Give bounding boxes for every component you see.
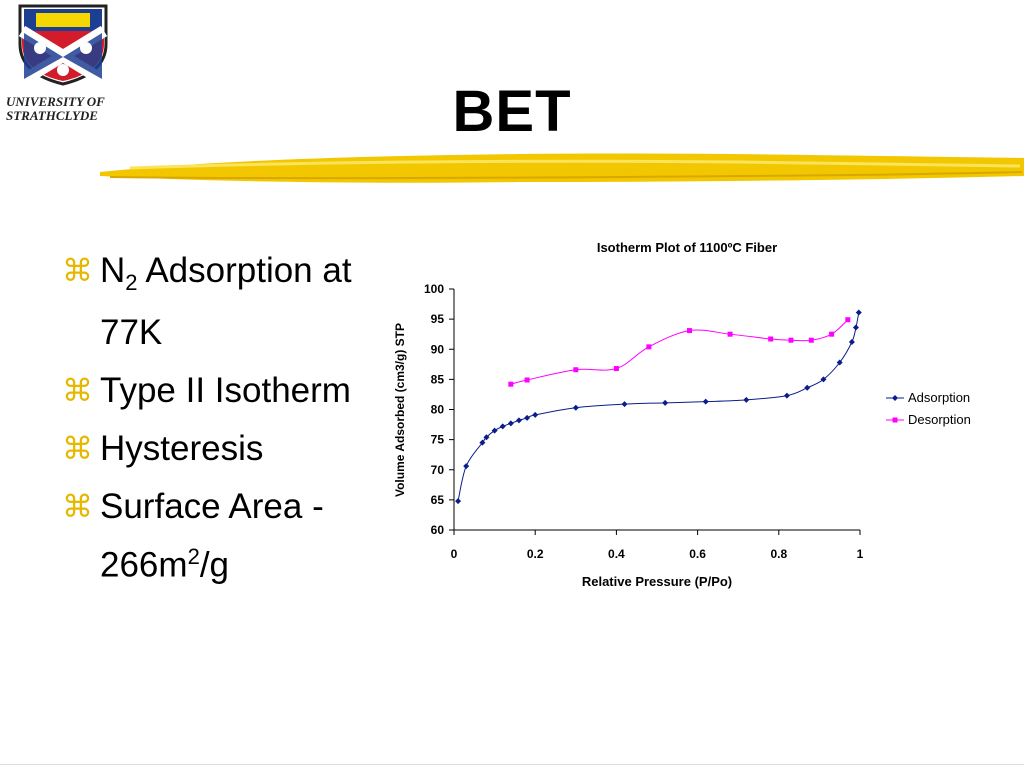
chart-axes: 60 65 70 75 80 85 90 95 100 0 0.2 0.4 0.6 0.8 1 bbox=[424, 282, 864, 561]
desorption-point bbox=[508, 381, 514, 387]
adsorption-point bbox=[532, 411, 539, 418]
adsorption-point bbox=[848, 339, 855, 346]
adsorption-point bbox=[455, 498, 462, 505]
adsorption-point bbox=[463, 463, 470, 470]
adsorption-point bbox=[621, 401, 628, 408]
legend-desorption-marker bbox=[892, 417, 898, 423]
adsorption-point bbox=[804, 384, 811, 391]
x-tick-label: 0.8 bbox=[770, 547, 787, 561]
adsorption-point bbox=[479, 439, 486, 446]
adsorption-point bbox=[836, 359, 843, 366]
desorption-point bbox=[686, 328, 692, 334]
chart-legend: Adsorption Desorption bbox=[886, 390, 971, 427]
desorption-point bbox=[845, 317, 851, 323]
bullet-item: ⌘ Hysteresis bbox=[62, 424, 362, 474]
adsorption-point bbox=[852, 324, 859, 331]
desorption-point bbox=[524, 377, 530, 383]
bullet-icon: ⌘ bbox=[62, 431, 93, 466]
adsorption-point bbox=[572, 404, 579, 411]
y-tick-label: 65 bbox=[431, 493, 445, 507]
adsorption-point bbox=[499, 423, 506, 430]
y-tick-label: 75 bbox=[431, 433, 445, 447]
desorption-point bbox=[573, 367, 579, 373]
y-tick-label: 95 bbox=[431, 312, 445, 326]
legend-desorption-label: Desorption bbox=[908, 412, 971, 427]
y-tick-label: 85 bbox=[431, 372, 445, 386]
legend-adsorption-label: Adsorption bbox=[908, 390, 970, 405]
logo-line1: UNIVERSITY OF bbox=[6, 94, 105, 109]
chart-title: Isotherm Plot of 1100ºC Fiber bbox=[597, 240, 777, 255]
adsorption-point bbox=[820, 376, 827, 383]
adsorption-line bbox=[457, 312, 860, 502]
x-axis-label: Relative Pressure (P/Po) bbox=[582, 574, 732, 589]
adsorption-point bbox=[524, 414, 531, 421]
logo-line2: STRATHCLYDE bbox=[6, 108, 98, 123]
y-tick-label: 60 bbox=[431, 523, 445, 537]
y-tick-label: 100 bbox=[424, 282, 444, 296]
desorption-point bbox=[613, 366, 619, 372]
legend-adsorption-marker bbox=[892, 395, 898, 401]
crest-icon bbox=[18, 4, 108, 87]
y-tick-label: 70 bbox=[431, 463, 445, 477]
university-logo: UNIVERSITY OF STRATHCLYDE bbox=[6, 4, 108, 123]
desorption-line bbox=[510, 319, 849, 385]
desorption-point bbox=[829, 331, 835, 337]
y-tick-label: 80 bbox=[431, 403, 445, 417]
bullet-item: ⌘ N2 Adsorption at 77K bbox=[62, 246, 362, 358]
y-axis-label: Volume Adsorbed (cm3/g) STP bbox=[393, 323, 407, 497]
chart-marks bbox=[455, 309, 862, 505]
adsorption-point bbox=[662, 399, 669, 406]
desorption-point bbox=[727, 331, 733, 337]
bullet-item: ⌘ Surface Area - 266m2/g bbox=[62, 482, 362, 591]
adsorption-point bbox=[783, 392, 790, 399]
desorption-point bbox=[646, 344, 652, 350]
adsorption-point bbox=[855, 309, 862, 316]
adsorption-point bbox=[743, 396, 750, 403]
isotherm-chart: Isotherm Plot of 1100ºC Fiber Relative P… bbox=[393, 240, 971, 589]
adsorption-point bbox=[483, 434, 490, 441]
x-tick-label: 0 bbox=[451, 547, 458, 561]
bullet-item: ⌘ Type II Isotherm bbox=[62, 366, 362, 416]
bullet-list: ⌘ N2 Adsorption at 77K ⌘ Type II Isotherm … bbox=[62, 246, 362, 599]
x-tick-label: 0.6 bbox=[689, 547, 706, 561]
desorption-point bbox=[788, 337, 794, 343]
adsorption-point bbox=[507, 420, 514, 427]
adsorption-point bbox=[702, 398, 709, 405]
bullet-icon: ⌘ bbox=[62, 373, 93, 408]
x-tick-label: 0.2 bbox=[527, 547, 544, 561]
desorption-point bbox=[768, 336, 774, 342]
x-tick-label: 1 bbox=[857, 547, 864, 561]
slide-title: BET bbox=[452, 79, 572, 144]
footer-divider bbox=[0, 764, 1024, 765]
x-tick-label: 0.4 bbox=[608, 547, 625, 561]
y-tick-label: 90 bbox=[431, 342, 445, 356]
desorption-point bbox=[808, 337, 814, 343]
bullet-icon: ⌘ bbox=[62, 253, 93, 288]
adsorption-point bbox=[491, 427, 498, 434]
bullet-icon: ⌘ bbox=[62, 489, 93, 524]
brush-divider bbox=[100, 153, 1024, 183]
adsorption-point bbox=[515, 417, 522, 424]
